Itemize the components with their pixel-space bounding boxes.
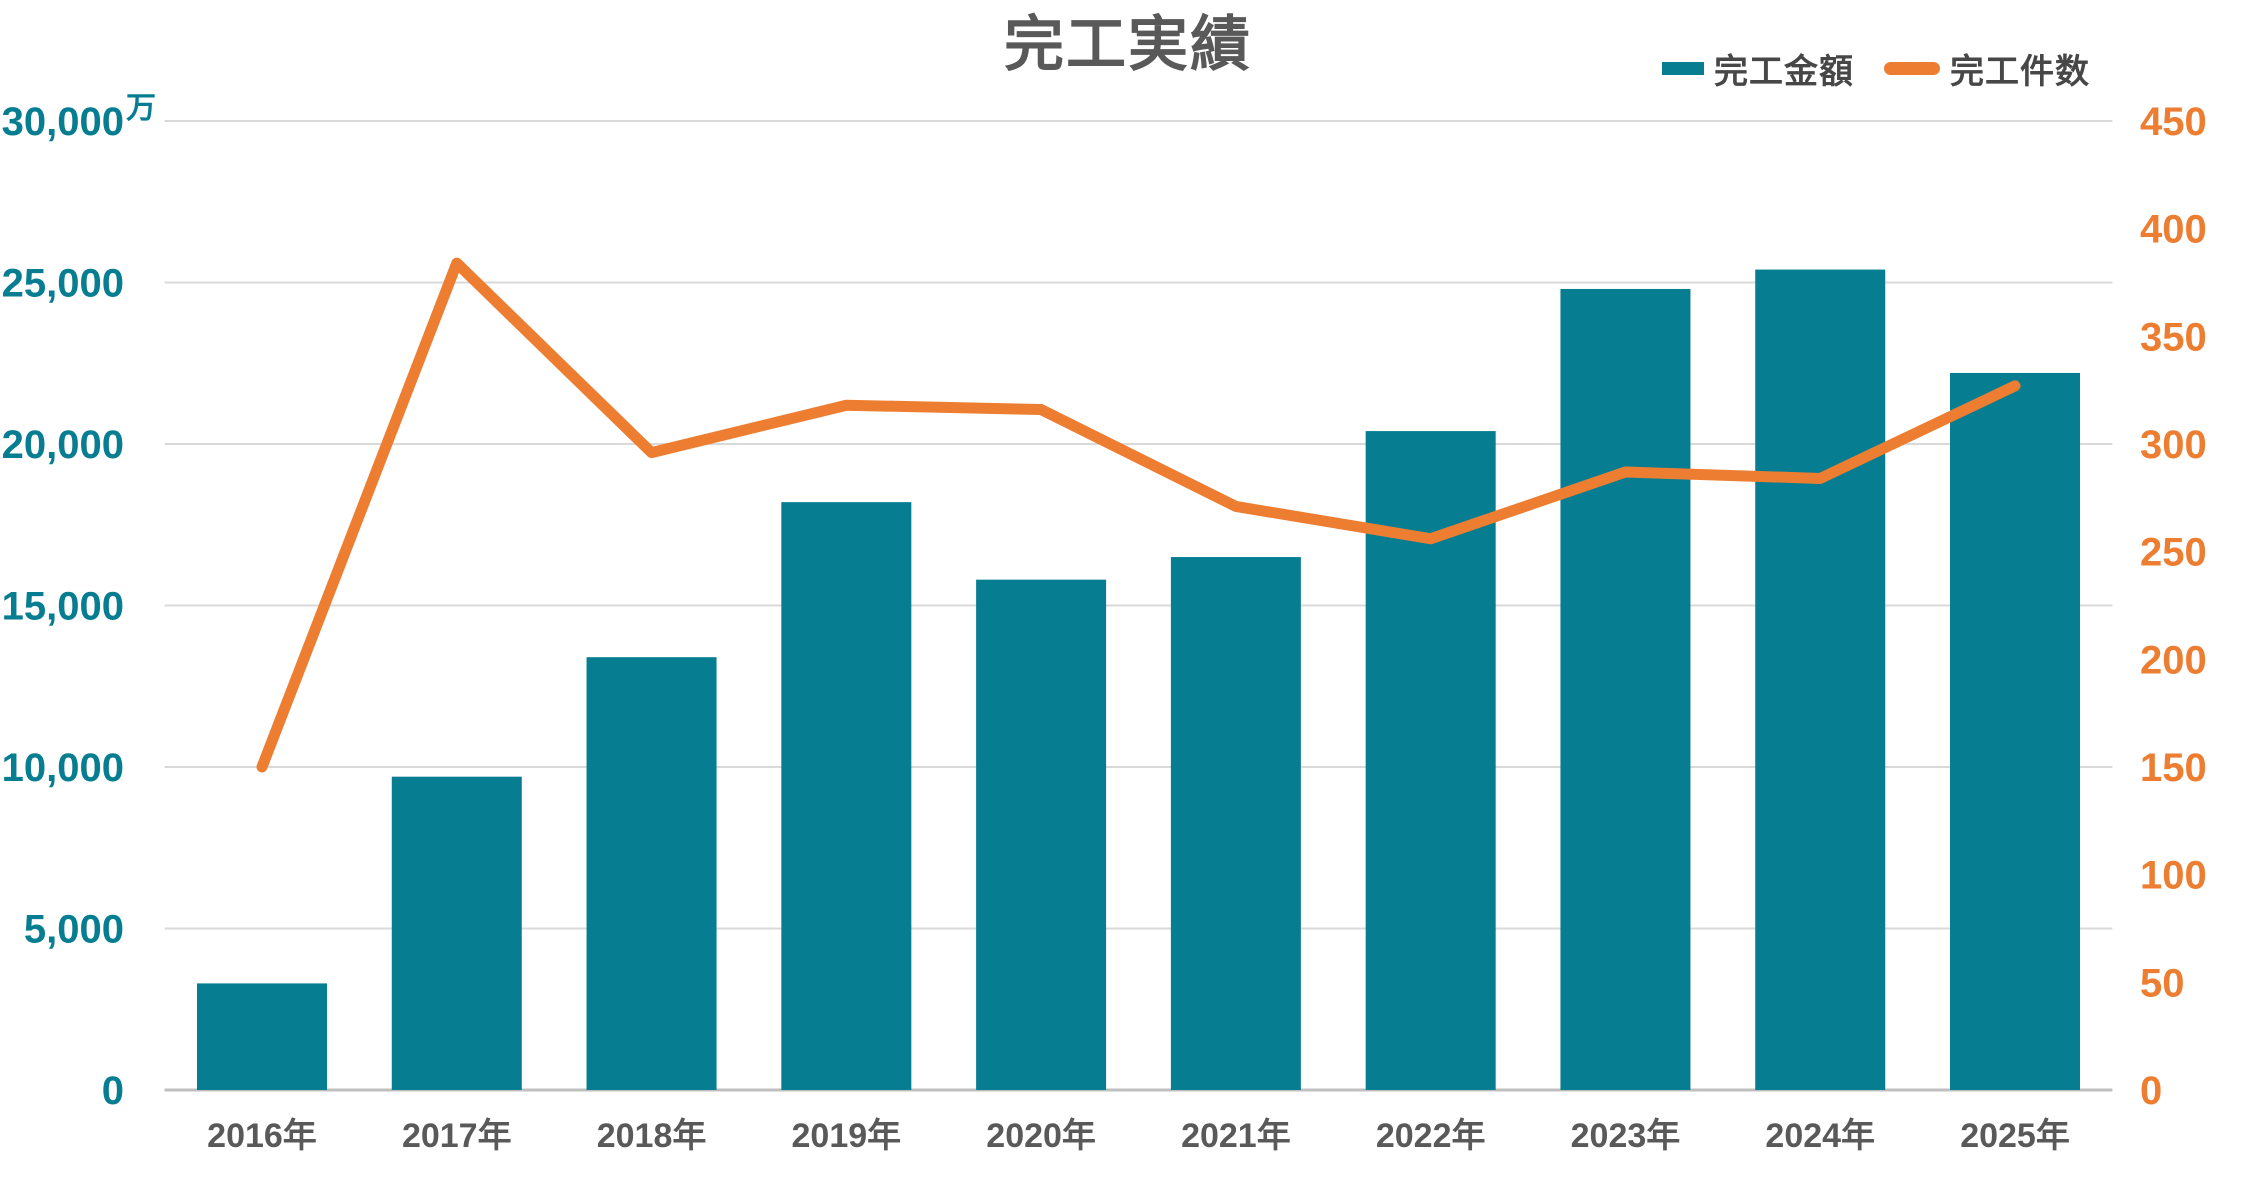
left-axis-tick-label: 5,000 (24, 908, 124, 952)
left-axis-tick-label: 25,000 (2, 262, 124, 306)
right-axis-tick-label: 250 (2140, 531, 2207, 575)
left-axis-tick-label: 30,000 (2, 100, 124, 144)
line-series-group (256, 257, 2021, 773)
bar-2016 (196, 983, 327, 1090)
bar-2021 (1170, 557, 1301, 1090)
x-axis-label-2019: 2019年 (792, 1117, 902, 1155)
right-axis-tick-label: 100 (2140, 854, 2207, 898)
bar-series-swatch (1662, 62, 1704, 75)
bar-2017 (391, 776, 522, 1090)
line-series-swatch (1884, 62, 1940, 75)
bar-2025 (1950, 372, 2081, 1090)
right-axis-tick-label: 150 (2140, 746, 2207, 790)
right-axis-tick-label: 300 (2140, 423, 2207, 467)
x-axis-label-2016: 2016年 (207, 1117, 317, 1155)
axis-labels-group: 0 5,000 10,000 15,000 20,000 25,000 30,000 0 50 1… (2, 100, 2207, 1155)
right-axis-tick-label: 450 (2140, 100, 2207, 144)
x-axis-label-2025: 2025年 (1960, 1117, 2070, 1155)
bar-series-group (196, 269, 2081, 1091)
left-axis-tick-label: 10,000 (2, 746, 124, 790)
x-axis-label-2018: 2018年 (597, 1117, 707, 1155)
chart-title: 完工実績 (1004, 11, 1252, 78)
x-axis-label-2024: 2024年 (1765, 1117, 1875, 1155)
bar-2018 (586, 657, 717, 1090)
bar-2019 (781, 502, 912, 1090)
right-axis-tick-label: 400 (2140, 208, 2207, 252)
right-axis-tick-label: 50 (2140, 961, 2185, 1005)
x-axis-label-2021: 2021年 (1181, 1117, 1291, 1155)
bar-2023 (1560, 288, 1691, 1091)
legend-item-count: 完工件数 (1884, 44, 2090, 93)
bar-2024 (1755, 269, 1886, 1091)
right-axis-tick-label: 200 (2140, 638, 2207, 682)
right-axis-tick-label: 350 (2140, 315, 2207, 359)
bar-2020 (976, 579, 1107, 1090)
legend-label-count: 完工件数 (1950, 53, 2090, 91)
left-axis-tick-label: 20,000 (2, 423, 124, 467)
left-axis-tick-label: 0 (102, 1069, 124, 1113)
x-axis-label-2017: 2017年 (402, 1117, 512, 1155)
x-axis-label-2020: 2020年 (986, 1117, 1096, 1155)
right-axis-tick-label: 0 (2140, 1069, 2162, 1113)
left-axis-unit-label: 万 (126, 92, 156, 125)
legend-item-amount: 完工金額 (1662, 44, 1854, 93)
x-axis-label-2022: 2022年 (1376, 1117, 1486, 1155)
x-axis-label-2023: 2023年 (1571, 1117, 1681, 1155)
left-axis-tick-label: 15,000 (2, 585, 124, 629)
legend-label-amount: 完工金額 (1714, 53, 1854, 91)
count-line (256, 257, 2021, 773)
chart-legend: 完工金額 完工件数 (1662, 44, 2090, 93)
